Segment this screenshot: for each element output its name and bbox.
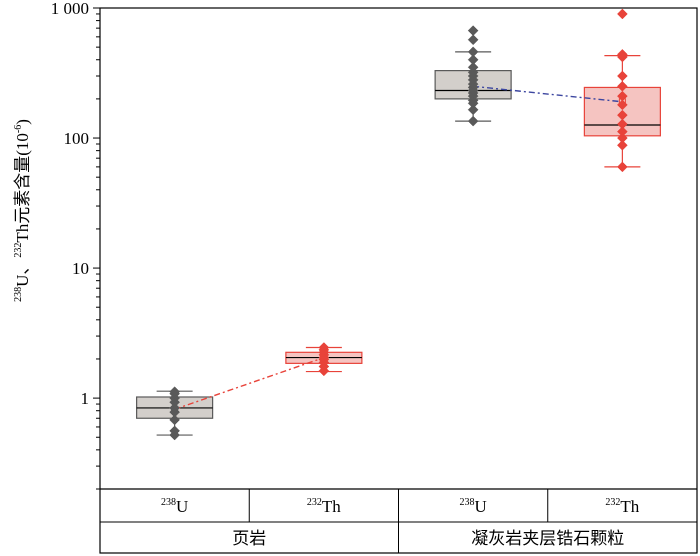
data-point <box>617 90 628 102</box>
y-tick-label: 1 <box>81 389 90 408</box>
y-tick-label: 10 <box>72 259 89 278</box>
data-point <box>467 61 479 73</box>
data-point <box>169 402 180 414</box>
data-point <box>467 34 479 46</box>
data-point <box>467 115 479 127</box>
mean-connector-line <box>174 356 325 410</box>
y-axis-label: 238U、232Th元素含量(10-6) <box>0 0 40 420</box>
ylabel-exponent: -6 <box>12 124 24 133</box>
data-point <box>617 132 628 144</box>
plot-area <box>136 51 661 436</box>
data-point <box>617 8 628 20</box>
data-point <box>617 118 628 130</box>
data-point <box>467 25 479 36</box>
data-point <box>467 54 479 66</box>
ylabel-rest: Th元素含量(10 <box>12 132 32 243</box>
ylabel-close: ) <box>12 118 32 125</box>
mean-connector-line <box>473 85 623 103</box>
ylabel-th-mass: 232 <box>12 242 24 258</box>
data-point <box>467 104 479 116</box>
group-label: 页岩 <box>232 529 266 548</box>
data-point <box>169 386 180 398</box>
data-point <box>617 126 628 137</box>
axes: 页岩 凝灰岩夹层锆石颗粒 238U 232Th 238U 232Th 1 10 100 1 000 <box>51 0 698 554</box>
data-point <box>169 425 180 437</box>
category-label: 238U <box>459 497 486 516</box>
data-point <box>318 342 330 353</box>
data-marks <box>169 8 628 441</box>
data-point <box>617 139 628 151</box>
ylabel-u-mass: 238 <box>12 286 24 302</box>
y-tick-label: 100 <box>64 129 90 148</box>
category-label: 238U <box>161 497 188 516</box>
data-point <box>617 49 628 60</box>
data-point <box>617 99 628 111</box>
y-tick-label: 1 000 <box>51 0 89 18</box>
data-point <box>467 46 479 58</box>
data-point <box>617 70 628 82</box>
data-point <box>169 414 180 426</box>
data-point <box>617 80 628 92</box>
ylabel-u: U、 <box>12 257 32 287</box>
category-label: 232Th <box>605 497 639 516</box>
data-point <box>617 161 628 173</box>
group-label: 凝灰岩夹层锆石颗粒 <box>471 529 624 548</box>
data-point <box>617 109 628 121</box>
category-label: 232Th <box>307 497 341 516</box>
